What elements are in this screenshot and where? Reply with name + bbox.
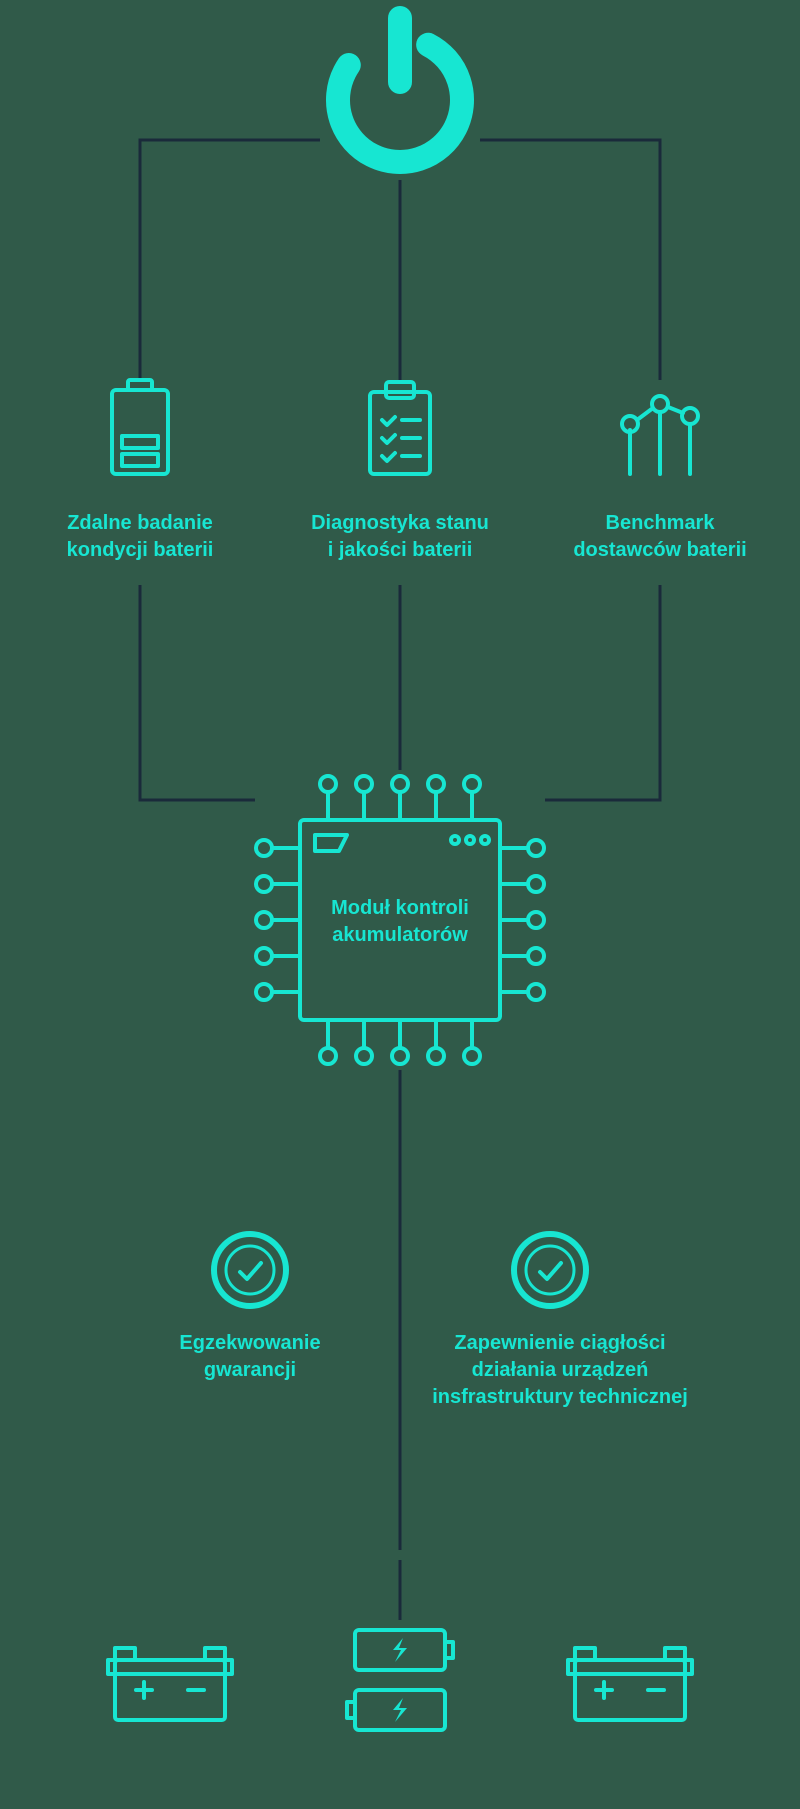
outcome-label-continuity: Zapewnienie ciągłości działania urządzeń… [420, 1330, 700, 1411]
feature-label-benchmark: Benchmark dostawców baterii [540, 510, 780, 564]
feature-label-line: Zdalne badanie [67, 512, 213, 534]
feature-label-line: Diagnostyka stanu [311, 512, 489, 534]
feature-label-line: Benchmark [606, 512, 715, 534]
clipboard-icon [370, 382, 430, 474]
phone-batteries-icon [347, 1630, 453, 1730]
outcome-label-line: gwarancji [204, 1359, 296, 1381]
feature-label-line: kondycji baterii [67, 539, 214, 561]
car-battery-icon [568, 1648, 692, 1720]
check-circle-icon [214, 1234, 286, 1306]
outcome-label-line: działania urządzeń [472, 1359, 649, 1381]
check-circle-icon [514, 1234, 586, 1306]
graph-icon [622, 396, 698, 474]
chip-label-line: Moduł kontroli [331, 897, 469, 919]
feature-label-diagnostics: Diagnostyka stanu i jakości baterii [280, 510, 520, 564]
power-icon [317, 17, 484, 184]
outcome-label-line: Zapewnienie ciągłości [454, 1332, 665, 1354]
battery-icon [112, 380, 168, 474]
outcome-label-line: Egzekwowanie [179, 1332, 320, 1354]
feature-label-remote-check: Zdalne badanie kondycji baterii [20, 510, 260, 564]
car-battery-icon [108, 1648, 232, 1720]
chip-label: Moduł kontroli akumulatorów [300, 895, 500, 949]
feature-label-line: dostawców baterii [573, 539, 746, 561]
outcome-label-warranty: Egzekwowanie gwarancji [130, 1330, 370, 1384]
chip-label-line: akumulatorów [332, 924, 468, 946]
outcome-label-line: insfrastruktury technicznej [432, 1386, 688, 1408]
feature-label-line: i jakości baterii [328, 539, 473, 561]
